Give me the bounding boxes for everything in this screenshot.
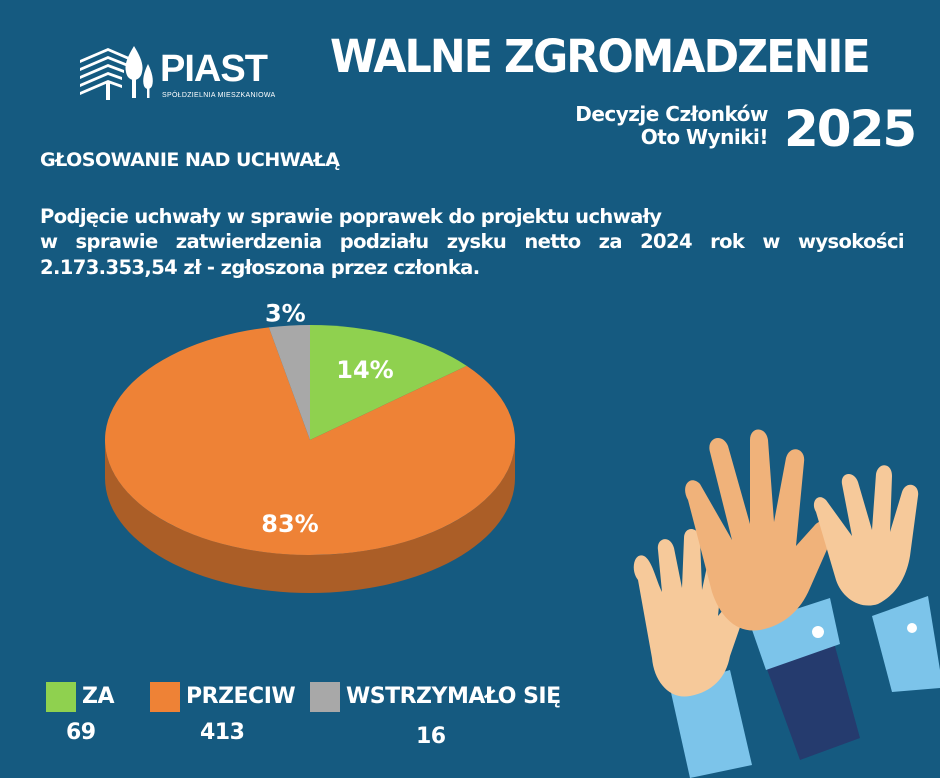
legend-label-przeciw: PRZECIW (186, 684, 296, 709)
pie-slice-wstrzymało-się (268, 325, 310, 440)
subtitle-line-1: Decyzje Członków (575, 102, 768, 126)
resolution-line-2: w sprawie zatwierdzenia podziału zysku n… (40, 230, 905, 254)
section-title: GŁOSOWANIE NAD UCHWAŁĄ (40, 149, 340, 171)
logo-name: PIAST (160, 48, 268, 90)
resolution-text: Podjęcie uchwały w sprawie poprawek do p… (40, 204, 905, 280)
legend-swatch-przeciw (150, 682, 180, 712)
raised-hands-illustration-icon (633, 429, 940, 778)
legend-value-wstrzymalo: 16 (416, 724, 446, 749)
right-hand-icon (813, 465, 940, 692)
logo-subtitle: SPÓŁDZIELNIA MIESZKANIOWA (162, 92, 276, 99)
pie-slice-side-przeciw (105, 440, 515, 593)
subtitle: Decyzje Członków Oto Wyniki! (575, 103, 768, 149)
legend-label-za: ZA (82, 684, 114, 709)
resolution-line-1: Podjęcie uchwały w sprawie poprawek do p… (40, 205, 662, 228)
resolution-line-3: 2.173.353,54 zł - zgłoszona przez członk… (40, 255, 480, 279)
pie-slice-za (310, 325, 467, 440)
year-label: 2025 (784, 100, 917, 158)
legend-swatch-za (46, 682, 76, 712)
subtitle-line-2: Oto Wyniki! (640, 125, 769, 149)
middle-hand-icon (685, 429, 860, 760)
pie-label-wstrzymało-się: 3% (265, 300, 306, 328)
pie-chart: 14% 83% 3% (104, 300, 515, 593)
pie-label-za: 14% (336, 356, 393, 384)
legend-value-przeciw: 413 (200, 720, 245, 745)
page-title: WALNE ZGROMADZENIE (330, 30, 871, 83)
piast-logo-icon (80, 46, 153, 100)
pie-slice-przeciw (104, 327, 515, 555)
legend-value-za: 69 (66, 720, 96, 745)
legend-swatch-wstrzymalo (310, 682, 340, 712)
legend-label-wstrzymalo: WSTRZYMAŁO SIĘ (346, 684, 561, 709)
pie-label-przeciw: 83% (261, 510, 318, 538)
